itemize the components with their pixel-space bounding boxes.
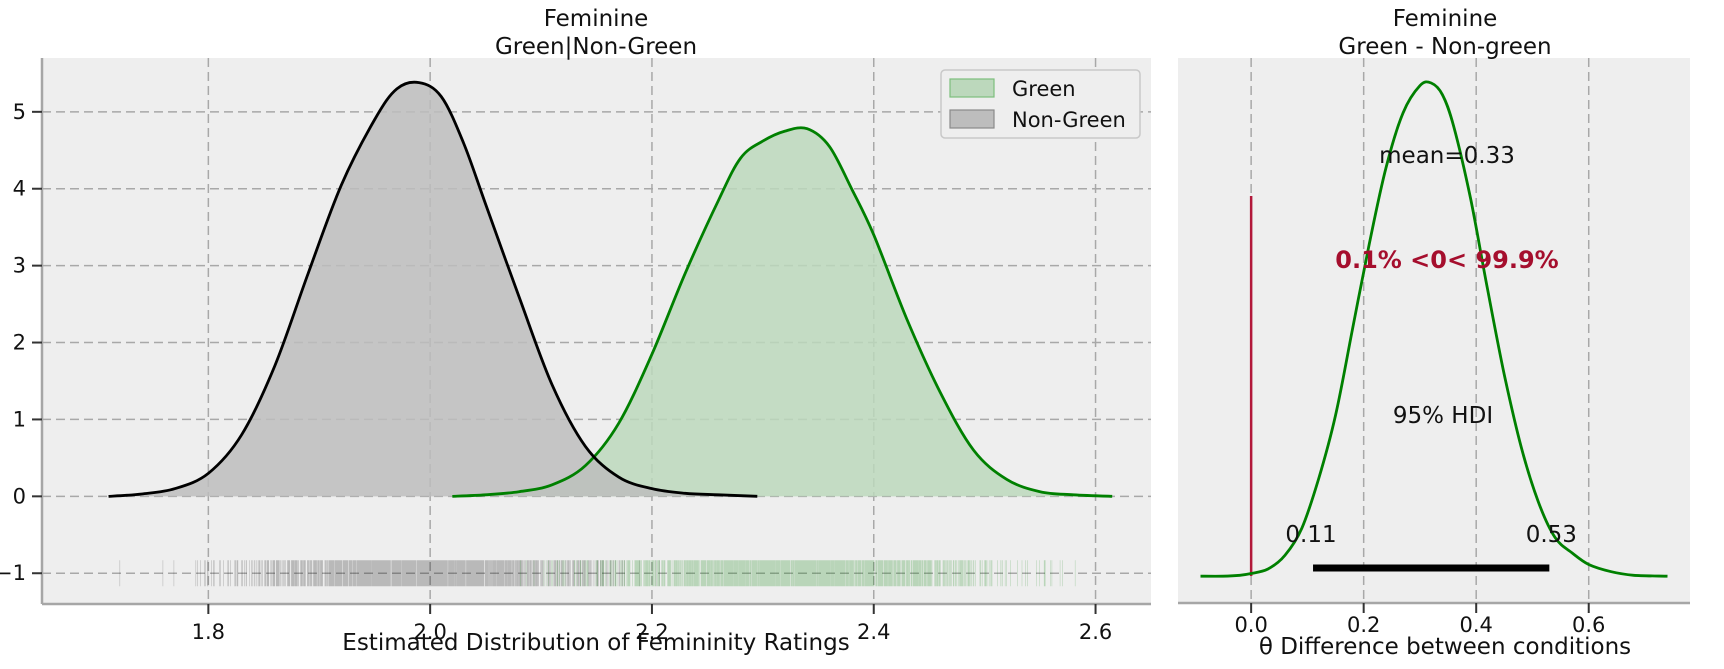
right-x-tick-label: 0.2 <box>1347 613 1380 637</box>
left-x-tick-label: 1.8 <box>192 620 225 644</box>
area-non-green <box>108 82 758 497</box>
right-x-tick-label: 0.6 <box>1572 613 1605 637</box>
left-title: Feminine <box>544 6 649 32</box>
rug-green <box>520 560 1076 587</box>
right-subtitle: Green - Non-green <box>1338 34 1551 60</box>
difference-density-line <box>1200 80 1668 578</box>
right-x-tick-label: 0.4 <box>1459 613 1492 637</box>
left-y-tick-label: 3 <box>13 254 26 278</box>
legend-swatch-non-green <box>949 109 995 129</box>
legend-label-non-green: Non-Green <box>1012 108 1126 132</box>
left-y-tick-label: 5 <box>13 100 26 124</box>
left-x-axis-label: Estimated Distribution of Femininity Rat… <box>342 630 849 656</box>
hdi-high-label: 0.53 <box>1526 522 1577 548</box>
left-y-tick-label: 1 <box>13 407 26 431</box>
left-y-tick-label: 0 <box>13 484 26 508</box>
left-chart: −1 0 1 2 3 4 5 1.8 2.0 2.2 2.4 2.6 Feminine Green|… <box>0 6 1151 656</box>
left-x-tick-label: 2.6 <box>1079 620 1112 644</box>
right-x-axis-label: θ Difference between conditions <box>1259 634 1631 660</box>
hdi-label: 95% HDI <box>1393 403 1493 429</box>
left-plot-area <box>42 58 1151 604</box>
rug-non-green <box>119 560 660 587</box>
left-x-ticks: 1.8 2.0 2.2 2.4 2.6 <box>192 604 1112 644</box>
left-y-ticks: −1 0 1 2 3 4 5 <box>0 100 42 585</box>
legend-swatch-green <box>949 78 995 98</box>
legend: Green Non-Green <box>940 69 1141 139</box>
line-green <box>452 126 1113 498</box>
mean-label: mean=0.33 <box>1379 143 1515 169</box>
left-x-tick-label: 2.4 <box>857 620 890 644</box>
left-y-tick-label: −1 <box>0 561 26 585</box>
area-green <box>452 127 1113 497</box>
legend-label-green: Green <box>1012 77 1076 101</box>
left-y-tick-label: 2 <box>13 331 26 355</box>
left-x-tick-label: 2.2 <box>635 620 668 644</box>
left-rug <box>119 560 1076 587</box>
left-subtitle: Green|Non-Green <box>495 34 697 60</box>
probability-label: 0.1% <0< 99.9% <box>1335 246 1558 274</box>
line-non-green <box>108 80 758 498</box>
right-x-ticks: 0.0 0.2 0.4 0.6 <box>1234 603 1605 637</box>
left-series <box>108 80 1113 498</box>
right-x-tick-label: 0.0 <box>1234 613 1267 637</box>
hdi-low-label: 0.11 <box>1285 522 1336 548</box>
left-x-tick-label: 2.0 <box>413 620 446 644</box>
left-y-tick-label: 4 <box>13 177 26 201</box>
right-chart: 0.0 0.2 0.4 0.6 mean=0.33 0.1% <0< 99.9% 95… <box>1178 6 1690 660</box>
right-title: Feminine <box>1393 6 1498 32</box>
right-plot-area <box>1178 58 1690 604</box>
